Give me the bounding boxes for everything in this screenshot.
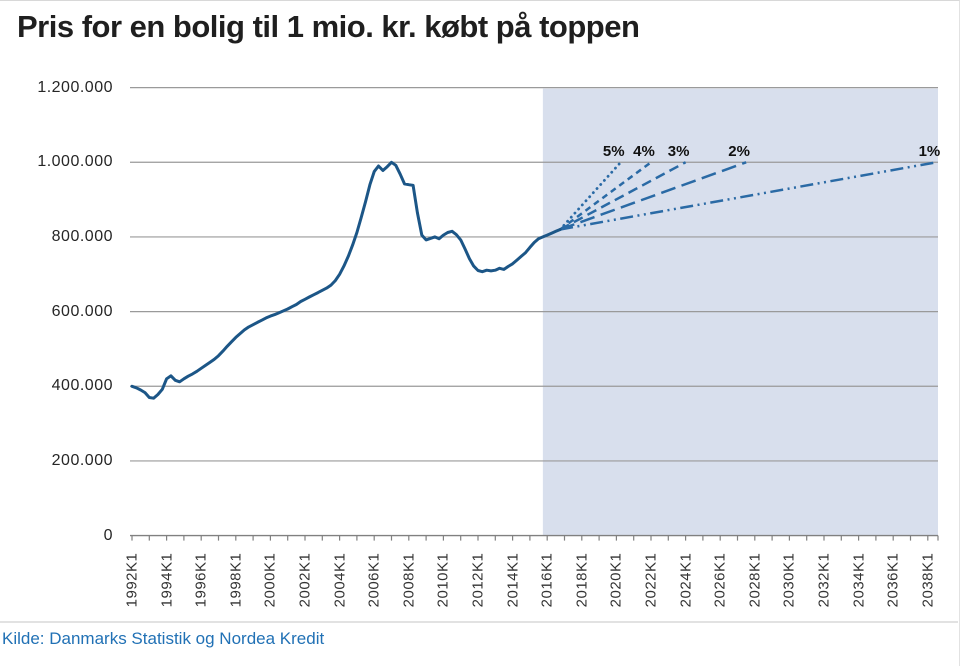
x-axis-label: 2020K1	[607, 552, 625, 608]
x-axis-label: 2024K1	[677, 552, 695, 608]
projection-label-2pct: 2%	[728, 143, 750, 160]
historical-series-line	[130, 160, 562, 400]
x-axis-label: 2008K1	[400, 552, 418, 608]
y-axis-label: 400.000	[51, 377, 113, 395]
x-axis-label: 1996K1	[192, 552, 210, 608]
projection-label-4pct: 4%	[633, 143, 655, 160]
projection-line-2pct	[559, 161, 747, 231]
x-axis-label: 1992K1	[123, 552, 141, 608]
chart-title: Pris for en bolig til 1 mio. kr. købt på…	[17, 9, 640, 44]
x-axis-label: 2006K1	[365, 552, 383, 608]
y-axis-label: 600.000	[51, 302, 113, 320]
x-axis-label: 2002K1	[296, 552, 314, 608]
x-axis-label: 2000K1	[261, 552, 279, 608]
x-axis-label: 2012K1	[469, 552, 487, 608]
x-axis-label: 2022K1	[642, 552, 660, 608]
x-axis-label: 2034K1	[850, 552, 868, 608]
projection-label-3pct: 3%	[667, 143, 690, 160]
projection-line-5pct	[558, 160, 623, 231]
x-axis-label: 2018K1	[573, 552, 591, 608]
x-axis-label: 1994K1	[158, 552, 176, 608]
y-axis-label: 0	[103, 526, 113, 544]
y-axis-label: 1.200.000	[37, 78, 113, 96]
projection-line-4pct	[559, 161, 652, 231]
x-axis-label: 2010K1	[434, 552, 452, 608]
y-axis-label: 1.000.000	[37, 153, 113, 171]
x-axis-label: 2016K1	[538, 552, 556, 608]
source-text: Kilde: Danmarks Statistik og Nordea Kred…	[2, 629, 325, 648]
projection-line-3pct	[559, 161, 687, 231]
x-axis-label: 2030K1	[780, 552, 798, 608]
x-axis-label: 2038K1	[919, 552, 937, 608]
x-axis-label: 2028K1	[746, 552, 764, 608]
x-axis-label: 1998K1	[227, 552, 245, 608]
x-axis-label: 2032K1	[815, 552, 833, 608]
projection-label-1pct: 1%	[918, 143, 941, 160]
projection-label-5pct: 5%	[602, 143, 625, 160]
y-axis-label: 200.000	[51, 451, 113, 469]
x-axis-label: 2014K1	[504, 552, 522, 608]
projection-line-1pct	[559, 161, 937, 231]
y-axis-label: 800.000	[51, 227, 113, 245]
x-axis-label: 2036K1	[884, 552, 902, 608]
x-axis-label: 2026K1	[711, 552, 729, 608]
x-axis-label: 2004K1	[331, 552, 349, 608]
